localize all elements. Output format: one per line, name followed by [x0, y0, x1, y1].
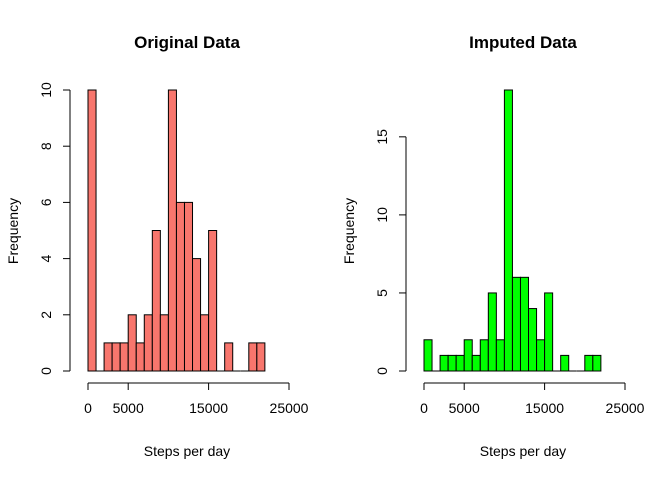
bars [87, 89, 266, 372]
y-tick-label: 5 [374, 289, 390, 297]
histogram-bar [528, 308, 538, 372]
y-tick-label: 0 [374, 367, 390, 375]
x-axis-label: Steps per day [144, 443, 230, 459]
y-axis-label: Frequency [341, 198, 357, 264]
histogram-bar [463, 339, 473, 372]
y-tick-label: 0 [38, 367, 54, 375]
imputed-data-panel: Imputed Data Steps per day Frequency 0 50… [341, 33, 645, 459]
histogram-bar [111, 342, 121, 372]
histogram-bar [455, 354, 465, 372]
histogram-bar [479, 339, 489, 372]
y-tick-label: 2 [38, 311, 54, 319]
x-tick-label: 5000 [449, 400, 480, 416]
x-axis-label: Steps per day [480, 443, 566, 459]
histogram-bar [248, 342, 258, 372]
histogram-bar [183, 201, 194, 372]
histogram-bar [192, 258, 202, 372]
x-tick-label: 0 [420, 400, 428, 416]
histogram-bar [119, 342, 129, 372]
histogram-bar [200, 314, 210, 372]
histogram-bar [224, 342, 234, 372]
chart-title: Imputed Data [469, 33, 577, 52]
histogram-bar [503, 89, 513, 372]
histogram-bar [495, 339, 505, 372]
histogram-bar [175, 201, 185, 372]
histogram-bar [487, 292, 497, 372]
histogram-bar [560, 354, 570, 372]
y-tick-label: 4 [38, 254, 54, 262]
histogram-bar [208, 230, 218, 372]
x-tick-label: 25000 [270, 400, 309, 416]
histogram-bar [511, 276, 521, 372]
y-tick-label: 6 [38, 198, 54, 206]
y-tick-label: 8 [38, 142, 54, 150]
y-tick-label: 10 [374, 207, 390, 223]
chart-title: Original Data [134, 33, 240, 52]
histogram-bar [87, 89, 97, 372]
x-tick-label: 25000 [606, 400, 645, 416]
original-data-panel: Original Data Steps per day Frequency 0 5… [5, 33, 309, 459]
histogram-bar [519, 276, 530, 372]
y-axis-label: Frequency [5, 198, 21, 264]
axes: 0 5000 15000 25000 0 5 10 15 [374, 129, 645, 416]
y-tick-label: 15 [374, 129, 390, 145]
axes: 0 5000 15000 25000 0 2 4 6 8 10 [38, 82, 309, 416]
y-tick-label: 10 [38, 82, 54, 98]
histogram-bar [592, 354, 602, 372]
x-tick-label: 0 [84, 400, 92, 416]
histogram-bar [536, 339, 546, 372]
x-tick-label: 15000 [189, 400, 228, 416]
histogram-bar [447, 354, 457, 372]
histogram-bar [423, 339, 433, 372]
histogram-bar [127, 314, 137, 372]
histogram-bar [256, 342, 266, 372]
histogram-bar [439, 354, 449, 372]
x-tick-label: 5000 [113, 400, 144, 416]
histogram-bar [135, 342, 145, 372]
histogram-bar [544, 292, 554, 372]
histogram-bar [167, 89, 177, 372]
histogram-bar [471, 354, 481, 372]
histogram-bar [103, 342, 113, 372]
x-tick-label: 15000 [525, 400, 564, 416]
histogram-bar [584, 354, 594, 372]
histogram-bar [159, 314, 169, 372]
histogram-bar [151, 230, 161, 372]
bars [423, 89, 602, 372]
histogram-bar [143, 314, 153, 372]
